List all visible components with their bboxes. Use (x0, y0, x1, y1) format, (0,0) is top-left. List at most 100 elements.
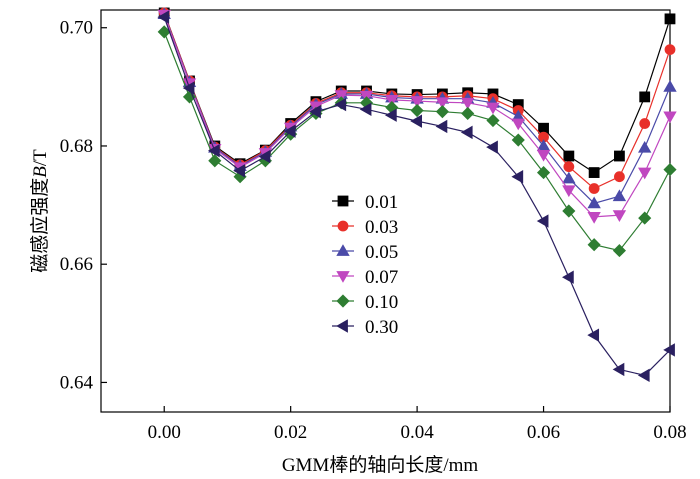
data-point (587, 196, 601, 209)
y-axis-label: 磁感应强度B/T (29, 149, 51, 273)
data-point (587, 238, 601, 252)
data-point (562, 171, 576, 184)
legend-item: 0.01 (332, 192, 398, 213)
x-tick-label: 0.02 (274, 422, 307, 443)
data-point (638, 140, 652, 153)
legend-marker (336, 319, 348, 333)
data-point (563, 161, 575, 173)
y-axis-label-symbol: B (30, 166, 51, 178)
series-line (163, 16, 671, 377)
data-point (639, 118, 651, 129)
data-point (663, 343, 675, 357)
data-point (410, 96, 424, 108)
legend-item: 0.30 (332, 317, 398, 338)
data-point (182, 81, 195, 95)
data-point (385, 108, 397, 122)
legend-marker (337, 220, 349, 232)
axis-ticks: 0.00 0.02 0.04 0.06 0.08 0.64 0.66 0.68 0.70 (60, 18, 687, 443)
data-point (664, 44, 676, 56)
data-point (157, 10, 170, 24)
data-point (638, 211, 652, 225)
data-point (588, 183, 600, 194)
data-point (638, 167, 652, 180)
data-point (309, 104, 321, 119)
data-point (612, 210, 627, 222)
data-point (486, 113, 500, 128)
data-point (334, 90, 348, 102)
data-point (663, 163, 677, 177)
data-point (435, 97, 450, 110)
data-point (461, 106, 475, 121)
data-point (359, 102, 372, 117)
legend-marker (336, 294, 350, 308)
data-point (536, 149, 551, 162)
legend: 0.01 0.03 0.05 0.07 0.10 0.30 (332, 192, 398, 338)
y-axis-label-unit: /T (30, 149, 51, 166)
data-point (639, 91, 651, 103)
data-point (614, 171, 625, 183)
data-point (587, 212, 601, 224)
series-0.30 (157, 10, 675, 383)
legend-item: 0.10 (332, 292, 398, 313)
data-point (588, 167, 600, 178)
data-point (334, 97, 347, 112)
legend-marker (337, 195, 349, 207)
y-tick-label: 0.64 (60, 372, 94, 393)
legend-label: 0.30 (365, 317, 398, 338)
legend-item: 0.07 (332, 267, 398, 288)
data-point (536, 166, 551, 180)
data-point (562, 204, 576, 218)
data-point (511, 170, 524, 184)
data-point (435, 105, 449, 119)
data-point (410, 103, 424, 118)
data-point (511, 133, 525, 147)
x-tick-label: 0.00 (148, 422, 181, 443)
legend-label: 0.01 (365, 192, 398, 213)
legend-label: 0.03 (365, 217, 398, 238)
data-point (460, 125, 473, 140)
legend-item: 0.03 (332, 217, 398, 238)
data-point (233, 164, 245, 178)
data-point (663, 111, 677, 124)
legend-marker (336, 271, 350, 283)
y-tick-label: 0.68 (60, 136, 93, 157)
data-point (208, 154, 222, 168)
data-point (283, 124, 296, 138)
x-tick-label: 0.04 (400, 422, 434, 443)
series-0.10 (157, 25, 677, 258)
legend-label: 0.05 (365, 242, 398, 263)
data-point (612, 362, 625, 377)
x-axis-label: GMM棒的轴向长度/mm (282, 454, 479, 476)
y-tick-label: 0.70 (60, 18, 93, 39)
y-axis-label-text: 磁感应强度 (29, 178, 51, 273)
data-point (511, 118, 525, 131)
data-point (663, 80, 677, 92)
data-point (637, 368, 650, 383)
data-point (410, 114, 423, 128)
data-point (664, 13, 676, 25)
x-tick-label: 0.06 (527, 422, 560, 443)
data-point (536, 214, 549, 228)
data-point (385, 94, 399, 107)
data-point (612, 189, 627, 202)
data-point (207, 144, 220, 158)
y-tick-label: 0.66 (60, 254, 93, 275)
legend-label: 0.10 (365, 292, 398, 313)
data-point (435, 119, 448, 134)
legend-label: 0.07 (365, 267, 398, 288)
data-point (258, 149, 271, 164)
legend-marker (336, 244, 350, 256)
data-point (563, 150, 575, 162)
x-tick-label: 0.08 (653, 422, 686, 443)
legend-item: 0.05 (332, 242, 398, 263)
data-point (460, 97, 475, 110)
series-layer (157, 7, 677, 383)
data-point (612, 244, 626, 258)
data-point (486, 102, 500, 115)
data-point (562, 270, 574, 284)
data-point (587, 328, 600, 342)
data-point (562, 185, 576, 198)
plot-frame (100, 9, 671, 413)
data-point (614, 150, 625, 162)
